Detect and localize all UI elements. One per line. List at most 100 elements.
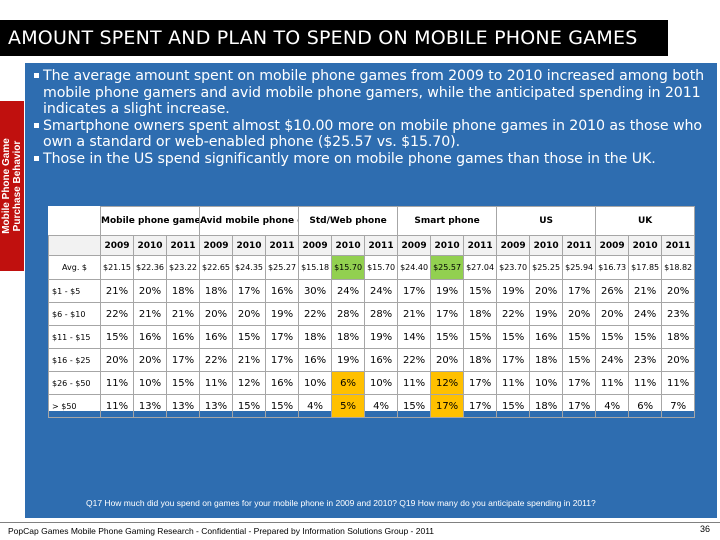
row-label: $6 - $10 [48, 302, 101, 326]
table-row: $16 - $25 20% 20% 17% 22% 21% 17% 16% 19% 16% 22% 2… [48, 348, 696, 372]
year-header: 2011 [463, 235, 498, 256]
table-cell: 23% [661, 302, 696, 326]
table-cell: 22% [199, 348, 234, 372]
table-row: $6 - $10 22% 21% 21% 20% 20% 19% 22% 28% 28% 21% 17… [48, 302, 696, 326]
table-cell: $17.85 [628, 255, 663, 280]
bullet-text: The average amount spent on mobile phone… [43, 68, 705, 117]
year-header: 2009 [100, 235, 134, 256]
table-cell: 24% [628, 302, 663, 326]
table-cell: 20% [529, 279, 564, 303]
year-header: 2009 [199, 235, 234, 256]
table-cell: $21.15 [100, 255, 134, 280]
table-cell: 22% [100, 302, 134, 326]
year-header: 2009 [298, 235, 333, 256]
table-cell: 21% [232, 348, 267, 372]
table-cell: 17% [397, 279, 432, 303]
year-header: 2011 [562, 235, 597, 256]
table-cell: $25.94 [562, 255, 597, 280]
bullet-square-icon [34, 73, 39, 78]
table-cell: 14% [397, 325, 432, 349]
table-cell: 15% [496, 325, 531, 349]
table-cell: 7% [661, 394, 696, 418]
year-header-row: 2009 2010 2011 2009 2010 2011 2009 2010 2011 2009… [48, 235, 696, 256]
table-cell: 15% [232, 325, 267, 349]
table-cell: 15% [628, 325, 663, 349]
table-cell: 20% [661, 348, 696, 372]
year-header: 2010 [331, 235, 366, 256]
table-cell: 15% [496, 394, 531, 418]
table-cell: $27.04 [463, 255, 498, 280]
section-tab-label: Mobile Phone Game Purchase Behavior [1, 101, 23, 271]
year-header: 2010 [628, 235, 663, 256]
table-cell: 11% [100, 394, 134, 418]
year-header: 2010 [232, 235, 267, 256]
table-cell: 11% [397, 371, 432, 395]
year-header: 2011 [364, 235, 399, 256]
table-cell: 17% [430, 302, 465, 326]
table-cell: 11% [628, 371, 663, 395]
row-label: $11 - $15 [48, 325, 101, 349]
table-cell: $24.40 [397, 255, 432, 280]
table-cell: 13% [165, 394, 201, 418]
row-label: $26 - $50 [48, 371, 101, 395]
table-cell: 17% [430, 394, 465, 418]
table-cell: 10% [529, 371, 564, 395]
table-cell: 11% [595, 371, 630, 395]
table-cell: $23.22 [165, 255, 201, 280]
table-cell: 21% [100, 279, 134, 303]
bullet-text: Those in the US spend significantly more… [43, 150, 656, 167]
table-row: $11 - $15 15% 16% 16% 16% 15% 17% 18% 18% 19% 14% 1… [48, 325, 696, 349]
table-cell: 30% [298, 279, 333, 303]
table-cell: 28% [364, 302, 399, 326]
table-row: > $50 11% 13% 13% 13% 15% 15% 4% 5% 4% 15% 17% 17% 15… [48, 394, 696, 418]
bullet-square-icon [34, 122, 39, 128]
table-cell: 15% [165, 371, 201, 395]
table-cell: 19% [430, 279, 465, 303]
table-row: $1 - $5 21% 20% 18% 18% 17% 16% 30% 24% 24% 17% 19%… [48, 279, 696, 303]
table-cell: 15% [463, 279, 498, 303]
table-body: Avg. $ $21.15 $22.36 $23.22 $22.65 $24.35 $25.… [48, 255, 696, 418]
table-cell: 20% [133, 279, 167, 303]
table-cell: 4% [364, 394, 399, 418]
section-tab-line2: Purchase Behavior [12, 140, 23, 232]
table-cell: 16% [133, 325, 167, 349]
year-header: 2009 [397, 235, 432, 256]
year-header: 2011 [661, 235, 696, 256]
spending-table-container: Mobile phone gamers Avid mobile phone ga… [48, 206, 696, 418]
footnote: Q17 How much did you spend on games for … [86, 498, 596, 508]
table-cell: $25.57 [430, 255, 465, 280]
table-cell: 10% [364, 371, 399, 395]
bullet-text: Smartphone owners spent almost $10.00 mo… [43, 117, 702, 151]
table-cell: 26% [595, 279, 630, 303]
table-cell: 16% [364, 348, 399, 372]
table-cell: 11% [100, 371, 134, 395]
table-cell: 12% [430, 371, 465, 395]
table-cell: 16% [529, 325, 564, 349]
footer-divider [0, 522, 720, 523]
table-cell: 17% [265, 325, 300, 349]
table-cell: 22% [397, 348, 432, 372]
group-header: US [496, 206, 597, 236]
table-cell: 20% [232, 302, 267, 326]
table-cell: 21% [133, 302, 167, 326]
table-cell: 17% [265, 348, 300, 372]
table-cell: 17% [463, 394, 498, 418]
table-cell: 28% [331, 302, 366, 326]
section-tab: Mobile Phone Game Purchase Behavior [0, 101, 24, 271]
table-cell: $16.73 [595, 255, 630, 280]
group-header-row: Mobile phone gamers Avid mobile phone ga… [48, 206, 696, 236]
table-cell: 20% [199, 302, 234, 326]
table-cell: 16% [199, 325, 234, 349]
table-cell: $15.18 [298, 255, 333, 280]
table-cell: 20% [430, 348, 465, 372]
table-cell: 22% [298, 302, 333, 326]
table-cell: $25.25 [529, 255, 564, 280]
table-cell: 4% [298, 394, 333, 418]
table-cell: 15% [562, 348, 597, 372]
table-cell: 22% [496, 302, 531, 326]
table-cell: $15.70 [331, 255, 366, 280]
table-cell: 20% [133, 348, 167, 372]
table-row: Avg. $ $21.15 $22.36 $23.22 $22.65 $24.35 $25.… [48, 255, 696, 280]
table-cell: 18% [661, 325, 696, 349]
table-cell: 17% [562, 371, 597, 395]
